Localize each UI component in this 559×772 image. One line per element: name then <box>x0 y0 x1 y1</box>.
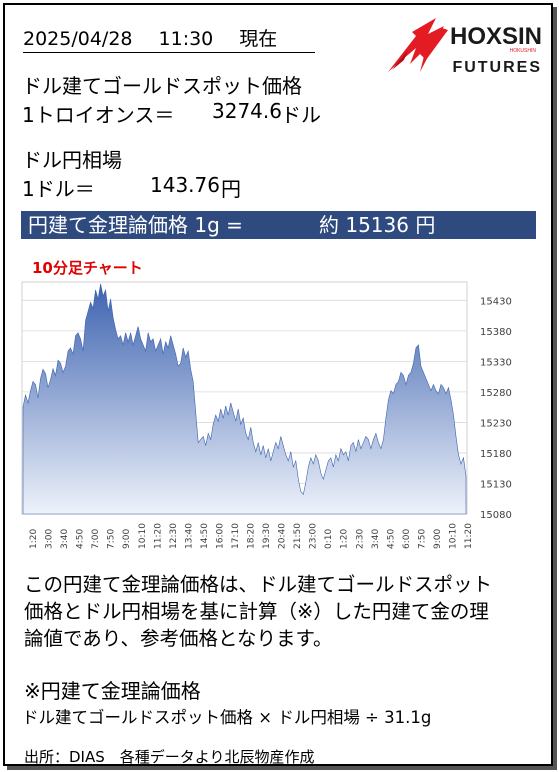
logo-swoosh-icon <box>388 18 448 72</box>
x-tick-label: 7:50 <box>107 529 117 549</box>
x-tick-label: 11:20 <box>153 523 163 549</box>
time-text: 11:30 <box>158 28 214 50</box>
x-tick-label: 4:50 <box>386 529 396 549</box>
x-tick-label: 11:20 <box>464 523 474 549</box>
description-line: 価格とドル円相場を基に計算（※）した円建て金の理 <box>24 600 489 623</box>
x-tick-label: 7:50 <box>417 529 427 549</box>
hoxsin-logo: HOXSIN HOKUSHIN FUTURES <box>388 18 542 76</box>
y-tick-label: 15130 <box>480 479 512 490</box>
logo-brand-text: HOXSIN <box>450 23 542 50</box>
banner-label: 円建て金理論価格 1g = <box>28 213 243 237</box>
x-axis: 1:20 3:00 3:40 4:50 7:00 7:50 9:00 10:10 11:20 12… <box>29 523 474 549</box>
x-tick-label: 6:00 <box>402 529 412 549</box>
formula-text: ドル建てゴールドスポット価格 × ドル円相場 ÷ 31.1g <box>22 708 432 727</box>
y-tick-label: 15180 <box>480 449 512 460</box>
chart-title: 10分足チャート <box>32 259 143 277</box>
y-tick-label: 15230 <box>480 418 512 429</box>
y-tick-label: 15380 <box>480 327 512 338</box>
x-tick-label: 4:50 <box>76 529 86 549</box>
timestamp-row: 2025/04/28 11:30 現在 <box>23 24 315 53</box>
logo-sub-text: FUTURES <box>452 59 542 76</box>
fx-unit: 円 <box>221 177 241 201</box>
x-tick-label: 10:10 <box>449 523 459 549</box>
x-tick-label: 18:20 <box>247 523 257 549</box>
gold-value: 3274.6 <box>212 99 282 123</box>
x-tick-label: 20:40 <box>278 523 288 549</box>
y-axis: 15080 15130 15180 15230 15280 15330 15380 15430 <box>480 296 512 521</box>
status-text: 現在 <box>239 28 278 50</box>
x-tick-label: 1:20 <box>340 529 350 549</box>
x-tick-label: 12:30 <box>169 523 179 549</box>
x-tick-label: 0:10 <box>324 529 334 549</box>
x-tick-label: 9:00 <box>433 529 443 549</box>
fx-unit-label: 1ドル＝ <box>22 177 95 201</box>
x-tick-label: 1:20 <box>29 529 39 549</box>
x-tick-label: 21:50 <box>293 523 303 549</box>
x-tick-label: 23:00 <box>309 523 319 549</box>
gold-price-row: 1トロイオンス＝ 3274.6 ドル <box>22 99 321 128</box>
y-tick-label: 15430 <box>480 296 512 307</box>
x-tick-label: 3:40 <box>371 529 381 549</box>
x-tick-label: 3:40 <box>60 529 70 549</box>
fx-rate-row: 1ドル＝ 143.76 円 <box>22 173 241 202</box>
x-tick-label: 19:30 <box>262 523 272 549</box>
x-tick-label: 3:00 <box>45 529 55 549</box>
description-line: 論値であり、参考価格となります。 <box>24 627 333 650</box>
gold-title: ドル建てゴールドスポット価格 <box>22 74 302 98</box>
description-line: この円建て金理論価格は、ドル建てゴールドスポット <box>24 573 493 596</box>
gold-unit-label: 1トロイオンス＝ <box>22 103 175 127</box>
fx-value: 143.76 <box>150 173 220 197</box>
card-frame <box>3 3 553 766</box>
gold-unit: ドル <box>281 103 321 127</box>
x-tick-label: 14:50 <box>200 523 210 549</box>
x-tick-label: 9:00 <box>122 529 132 549</box>
x-tick-label: 17:10 <box>231 523 241 549</box>
price-area <box>22 283 467 515</box>
x-tick-label: 2:30 <box>355 529 365 549</box>
banner-value: 約 15136 円 <box>319 213 436 237</box>
logo-tiny-text: HOKUSHIN <box>510 48 537 54</box>
y-tick-label: 15080 <box>480 510 512 521</box>
date-text: 2025/04/28 <box>23 28 133 50</box>
y-tick-label: 15330 <box>480 357 512 368</box>
x-tick-label: 16:00 <box>215 523 225 549</box>
y-tick-label: 15280 <box>480 388 512 399</box>
theoretical-price-banner: 円建て金理論価格 1g = 約 15136 円 <box>21 211 536 239</box>
source-text: 出所：DIAS 各種データより北辰物産作成 <box>24 748 315 766</box>
x-tick-label: 13:40 <box>184 523 194 549</box>
note-title: ※円建て金理論価格 <box>24 679 201 703</box>
description-paragraph: この円建て金理論価格は、ドル建てゴールドスポット 価格とドル円相場を基に計算（※… <box>24 571 554 652</box>
x-tick-label: 10:10 <box>138 523 148 549</box>
fx-title: ドル円相場 <box>22 148 122 172</box>
x-tick-label: 7:00 <box>91 529 101 549</box>
